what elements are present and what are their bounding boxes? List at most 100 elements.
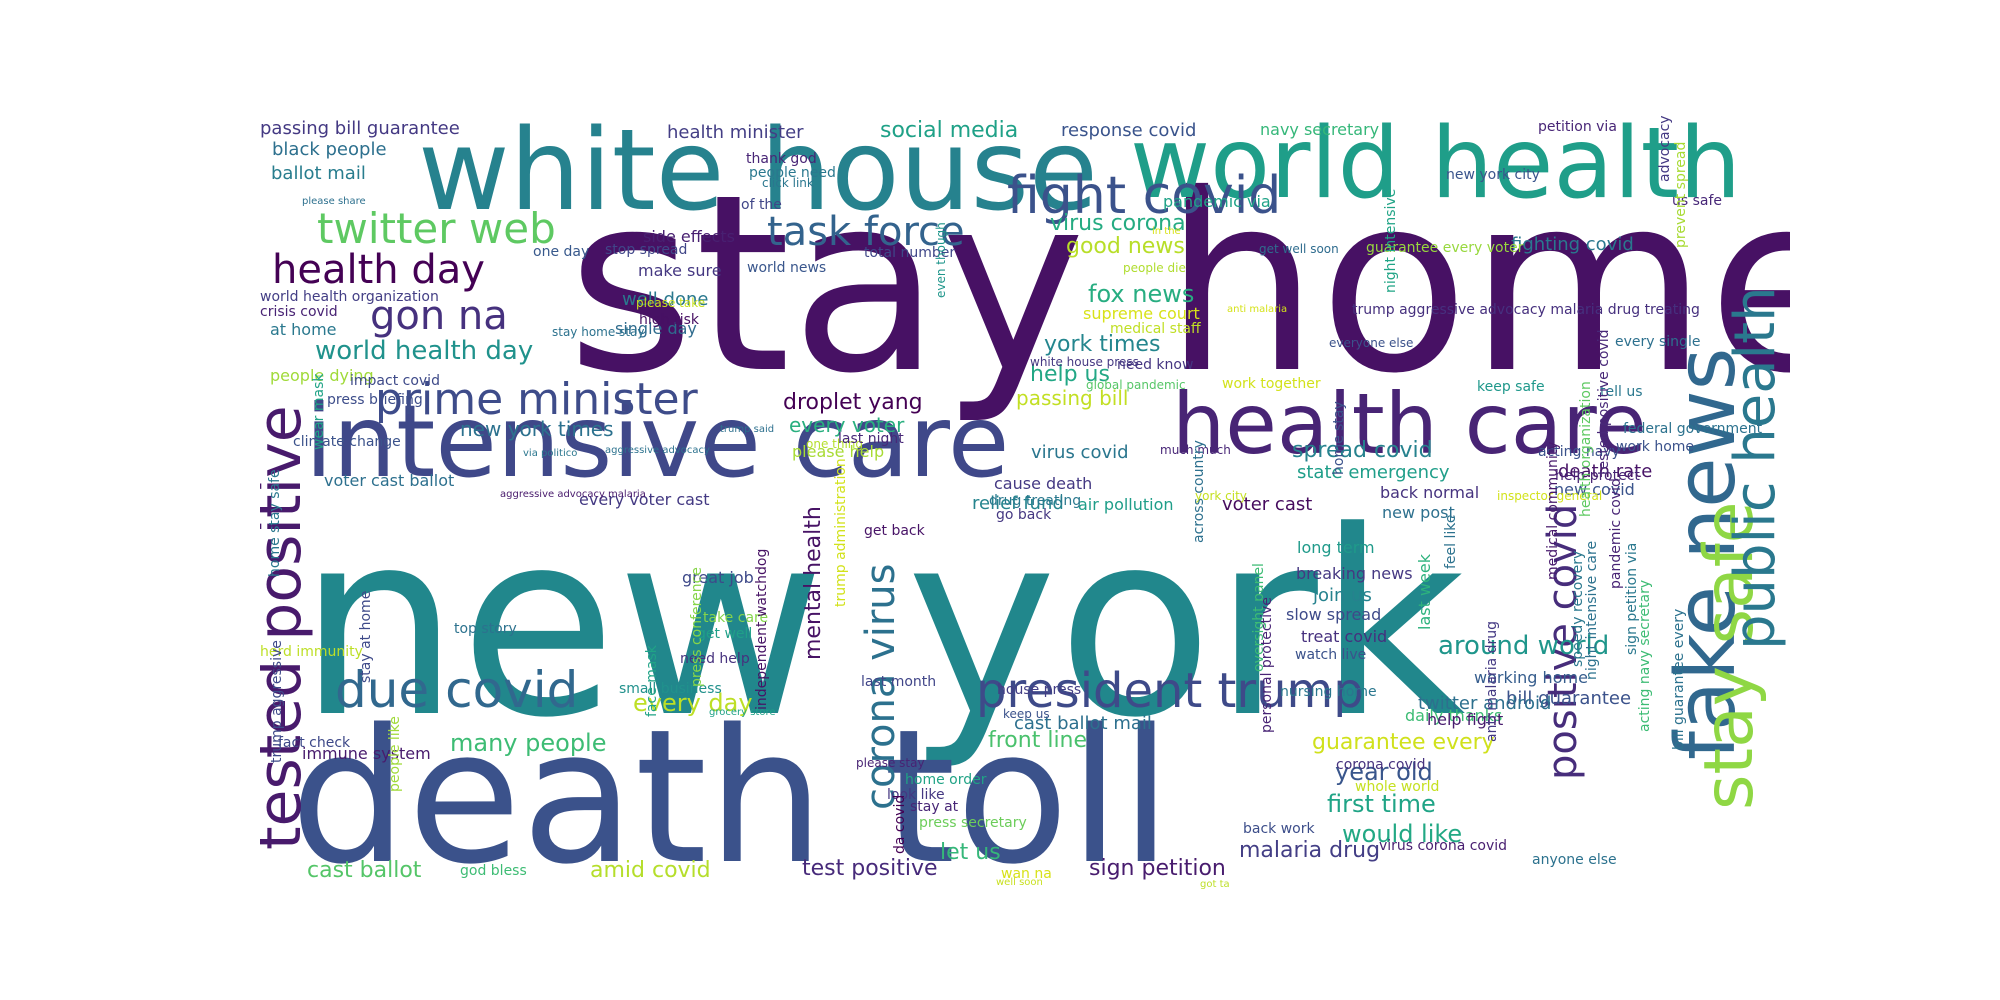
cloud-word: would like <box>1342 820 1463 848</box>
cloud-word: first time <box>1327 790 1436 818</box>
cloud-word: one thing <box>806 437 864 451</box>
cloud-word: anyone else <box>1532 852 1617 868</box>
cloud-word: health organization <box>1578 381 1594 517</box>
cloud-word: great job <box>682 568 754 587</box>
cloud-word: even though <box>934 222 948 298</box>
cloud-word: tell us <box>1600 384 1643 400</box>
cloud-word: world health <box>1130 110 1742 221</box>
cloud-word: anti malaria <box>1227 304 1288 315</box>
cloud-word: president trump <box>976 663 1364 719</box>
cloud-word: look like <box>887 787 945 803</box>
cloud-word: da covid <box>892 794 908 854</box>
cloud-word: test positive <box>802 856 938 881</box>
cloud-word: please take <box>636 296 706 310</box>
cloud-word: get well <box>697 626 753 642</box>
cloud-word: got ta <box>1200 879 1230 890</box>
cloud-word: spread covid <box>1292 438 1433 463</box>
cloud-word: daily thanks <box>1405 706 1503 725</box>
cloud-word: bill guarantee <box>1506 688 1632 709</box>
cloud-word: god bless <box>460 863 527 879</box>
cloud-word: voter cast <box>1222 494 1313 515</box>
cloud-word: at home <box>270 320 337 339</box>
cloud-word: death toll <box>290 689 1172 890</box>
cloud-word: make sure <box>638 261 722 280</box>
cloud-word: personal protective <box>1259 597 1275 733</box>
cloud-word: take care <box>703 610 769 626</box>
cloud-word: via politico <box>523 448 578 459</box>
cloud-word: stay at <box>910 799 959 815</box>
cloud-word: health minister <box>667 122 804 143</box>
cloud-word: supreme court <box>1083 304 1200 323</box>
cloud-word: malaria drug <box>1239 838 1381 863</box>
cloud-word: long term <box>1297 538 1375 557</box>
cloud-word: response covid <box>1061 120 1197 141</box>
cloud-word: twitter android <box>1418 693 1552 714</box>
cloud-word: independent watchdog <box>754 548 770 710</box>
cloud-word: one day <box>533 244 590 260</box>
cloud-word: front line <box>988 728 1088 753</box>
cloud-word: herd immunity <box>260 644 363 660</box>
cloud-word: work home <box>1616 439 1695 455</box>
cloud-word: working home <box>1474 668 1588 687</box>
cloud-word: federal government <box>1623 421 1763 437</box>
cloud-word: state emergency <box>1297 462 1450 483</box>
cloud-word: nursing home <box>1280 684 1377 700</box>
cloud-word: get well soon <box>1259 242 1339 256</box>
cloud-word: acting navy <box>1538 444 1620 460</box>
cloud-word: world health organization <box>260 289 439 305</box>
cloud-word: people need <box>749 165 836 181</box>
cloud-word: droplet yang <box>783 390 923 415</box>
cloud-word: mental health <box>801 506 826 660</box>
cloud-word: black people <box>272 139 387 160</box>
cloud-word: stop spread <box>605 242 688 258</box>
cloud-word: everyone else <box>1329 336 1414 350</box>
word-cloud: stay home new york death toll white house wo… <box>260 110 1790 890</box>
cloud-word: well done <box>622 289 709 310</box>
cloud-word: breaking news <box>1296 564 1413 583</box>
cloud-word: fox news <box>1088 280 1195 308</box>
cloud-word: please share <box>302 196 366 207</box>
cloud-word: slow spread <box>1286 605 1382 624</box>
cloud-word: in the <box>1152 226 1181 237</box>
cloud-word: many people <box>450 729 607 757</box>
cloud-word: fight covid <box>1007 166 1282 226</box>
cloud-word: acting navy secretary <box>1637 579 1653 732</box>
cloud-word: wan na <box>1001 866 1052 882</box>
cloud-word: intensive care <box>305 383 1010 500</box>
cloud-word: anti malaria drug <box>1484 620 1500 742</box>
cloud-word: back normal <box>1380 483 1480 502</box>
cloud-word: keep us <box>1003 707 1050 721</box>
cloud-word: home stay safe <box>267 469 283 577</box>
cloud-word: medical staff <box>1110 321 1201 337</box>
cloud-word: press secretary <box>919 815 1027 831</box>
cloud-word: trump aggressive advocacy malaria drug t… <box>1352 302 1700 318</box>
cloud-word: petition via <box>1538 119 1617 135</box>
cloud-word: world news <box>747 260 827 276</box>
cloud-word: sign petition <box>1089 856 1226 881</box>
cloud-word: health day <box>272 247 485 293</box>
cloud-word: last week <box>1415 554 1434 630</box>
cloud-word: across country <box>1191 440 1207 543</box>
cloud-word: grocery store <box>709 707 776 718</box>
cloud-word: home stay <box>1331 401 1347 475</box>
cloud-word: last night <box>838 431 904 447</box>
cloud-word: every single <box>1615 334 1701 350</box>
cloud-word: relief fund <box>972 493 1064 514</box>
cloud-word: please help <box>792 442 885 461</box>
cloud-word: guarantee every voter <box>1366 240 1524 256</box>
cloud-word: click link <box>762 176 814 190</box>
cloud-word: people dying <box>270 366 374 385</box>
cloud-word: virus corona <box>1050 211 1186 236</box>
cloud-word: white house <box>418 110 1098 236</box>
cloud-word: trump said <box>720 424 775 435</box>
cloud-word: virus corona covid <box>1379 838 1508 854</box>
cloud-word: cause death <box>994 474 1093 493</box>
cloud-word: advocacy malaria <box>1657 110 1673 182</box>
cloud-word: gon na <box>370 293 508 339</box>
cloud-word: us safe <box>1672 193 1723 209</box>
cloud-word: work together <box>1222 376 1321 392</box>
cloud-word: trump administration <box>833 458 849 607</box>
cloud-word: due covid <box>335 661 579 719</box>
cloud-word: death rate <box>1558 461 1653 482</box>
cloud-word: high risk <box>639 312 700 328</box>
